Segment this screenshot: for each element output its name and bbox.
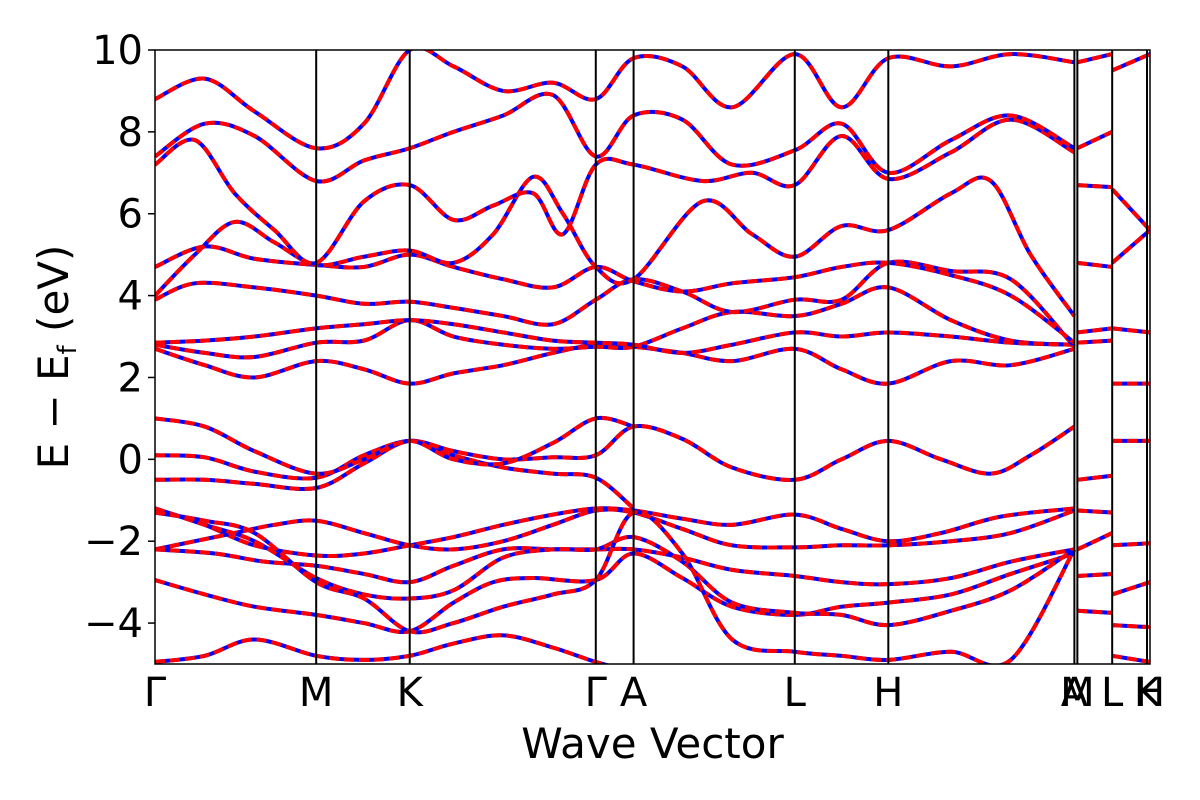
segment-dft-5	[1077, 338, 1113, 345]
x-axis: Γ M K Γ A L H AM L KH	[144, 670, 1165, 716]
segment-dft-15	[1112, 623, 1150, 630]
band-wannier-16	[155, 50, 1075, 151]
segment-dft-18	[1110, 228, 1150, 265]
y-tick-label-1: −2	[84, 519, 143, 565]
segment-dft-1	[1076, 531, 1114, 552]
high-symmetry-lines	[315, 50, 1149, 664]
x-tick-label-9: L	[1101, 670, 1124, 716]
y-tick-label-6: 8	[118, 110, 143, 156]
segment-dft-19	[1110, 187, 1150, 232]
y-tick-label-7: 10	[92, 28, 143, 74]
segment-dft-20	[1111, 52, 1150, 73]
segment-dft-13	[1112, 541, 1150, 548]
x-tick-label-0: Γ	[144, 670, 167, 716]
band-dft-4	[155, 506, 1076, 628]
x-tick-label-10: K	[1134, 670, 1162, 716]
band-wannier-17	[155, 633, 611, 664]
segment-dft-16	[1111, 653, 1150, 664]
x-tick-label-8: M	[1060, 670, 1095, 716]
x-tick-label-6: H	[873, 670, 903, 716]
band-wannier-6	[155, 424, 1076, 482]
segment-dft-7	[1077, 260, 1113, 269]
band-dft-9	[155, 285, 1075, 360]
y-axis: −4 −2 0 2 4 6 8 10	[84, 28, 155, 647]
y-tick-label-5: 6	[118, 192, 143, 238]
y-tick-label-4: 4	[118, 274, 143, 320]
y-axis-label-unit: (eV)	[29, 245, 78, 346]
x-tick-label-3: Γ	[585, 670, 608, 716]
band-wannier-12	[155, 244, 1076, 345]
x-tick-label-5: L	[784, 670, 807, 716]
band-dft-5	[155, 438, 635, 511]
y-tick-label-2: 0	[118, 437, 143, 483]
band-wannier-8	[155, 342, 1075, 386]
segment-dft-4	[1077, 473, 1113, 482]
y-axis-label: E − Ef (eV)	[29, 245, 83, 470]
band-dft-12	[155, 244, 1076, 345]
x-axis-label: Wave Vector	[521, 719, 784, 768]
x-tick-label-4: A	[620, 670, 648, 716]
band-dft-18	[155, 510, 1077, 664]
segment-dft-8	[1077, 183, 1113, 190]
x-tick-label-7: A	[1061, 670, 1089, 716]
y-axis-label-main: E − E	[29, 354, 78, 469]
segment-dft-17	[1111, 326, 1150, 335]
bands-layer	[155, 50, 1150, 664]
y-tick-label-3: 2	[118, 355, 143, 401]
segment-dft-0	[1077, 508, 1113, 515]
segment-dft-9	[1076, 130, 1114, 151]
band-wannier-14	[155, 117, 1076, 266]
plot-frame	[154, 49, 1151, 665]
segment-dft-6	[1077, 326, 1113, 335]
x-tick-label-1: M	[299, 670, 334, 716]
band-dft-6	[155, 424, 1076, 482]
y-axis-label-sub: f	[53, 344, 83, 354]
segment-dft-14	[1111, 580, 1150, 597]
segment-dft-3	[1077, 608, 1113, 615]
segment-dft-10	[1076, 52, 1113, 65]
band-dft-17	[155, 633, 611, 664]
y-tick-label-0: −4	[84, 601, 143, 647]
band-dft-13	[155, 174, 1077, 318]
x-tick-label-2: K	[397, 670, 425, 716]
segment-dft-2	[1077, 571, 1113, 578]
x-tick-label-11: H	[1135, 670, 1165, 716]
band-wannier-13	[155, 174, 1077, 318]
